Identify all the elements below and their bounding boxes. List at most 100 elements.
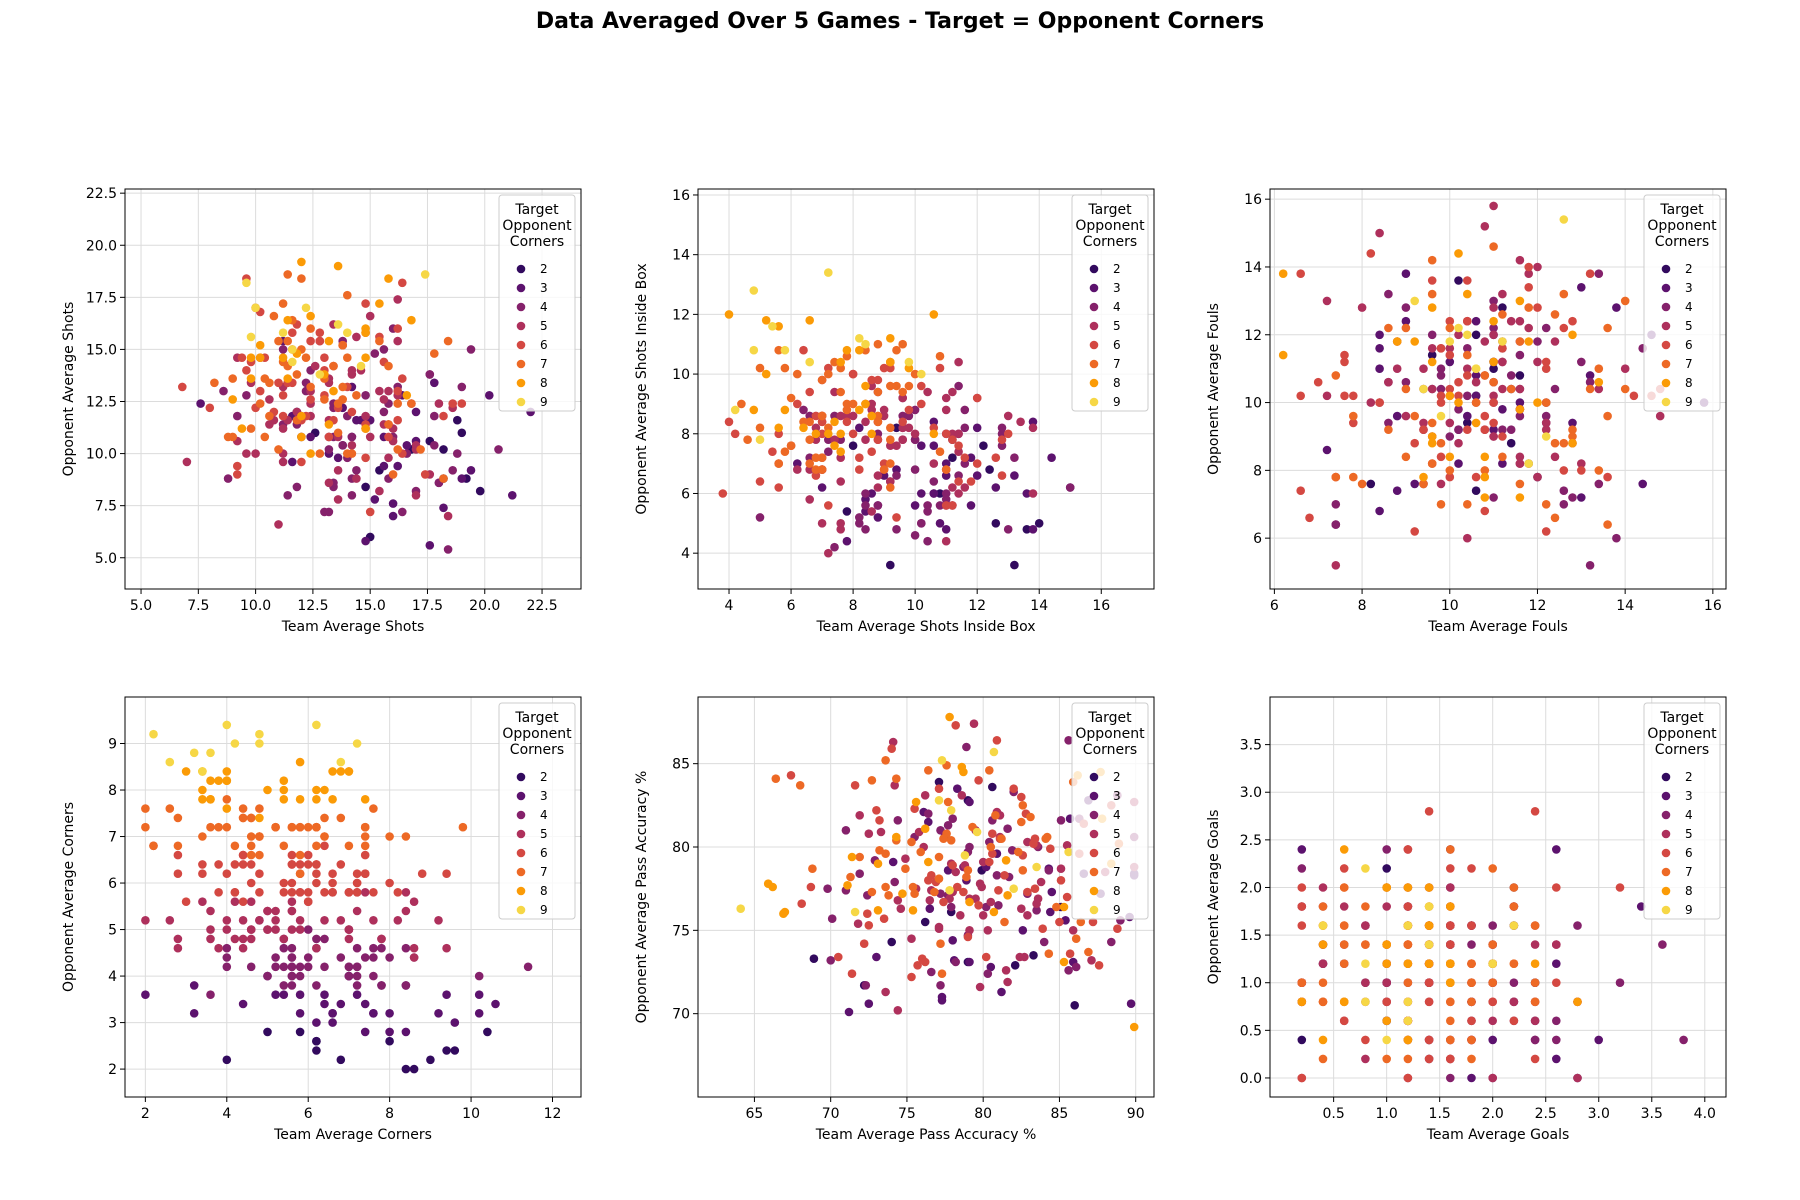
- legend-entry-label: 2: [540, 770, 548, 784]
- data-point: [1366, 398, 1376, 407]
- x-tick-label: 2: [141, 1106, 150, 1122]
- x-axis-label: Team Average Shots Inside Box: [815, 619, 1035, 635]
- data-point: [904, 381, 914, 391]
- data-point: [951, 867, 960, 877]
- data-point: [1000, 917, 1009, 927]
- data-point: [375, 299, 384, 308]
- x-tick-label: 14: [1616, 598, 1634, 614]
- data-point: [934, 796, 944, 805]
- y-tick-label: 6: [1253, 531, 1262, 547]
- y-tick-label: 20.0: [86, 238, 117, 254]
- data-point: [1331, 500, 1341, 509]
- data-point: [1296, 269, 1305, 279]
- data-point: [846, 872, 855, 882]
- data-point: [864, 999, 874, 1008]
- data-point: [1366, 249, 1376, 258]
- data-point: [312, 1036, 321, 1046]
- data-point: [352, 906, 362, 916]
- data-point: [222, 869, 232, 878]
- data-point: [1480, 472, 1490, 482]
- y-tick-label: 16: [672, 188, 690, 204]
- data-point: [913, 961, 922, 970]
- data-point: [333, 428, 343, 438]
- data-point: [811, 429, 821, 439]
- data-point: [409, 897, 419, 906]
- data-point: [1445, 323, 1455, 333]
- data-point: [356, 361, 366, 371]
- legend-title: Corners: [1655, 742, 1709, 758]
- legend-entry-label: 2: [540, 262, 548, 276]
- data-point: [333, 466, 343, 475]
- data-point: [935, 501, 945, 510]
- data-point: [830, 387, 839, 397]
- data-point: [443, 511, 453, 521]
- data-point: [214, 943, 223, 953]
- data-point: [328, 795, 337, 804]
- data-point: [141, 916, 150, 925]
- y-tick-label: 12.5: [86, 395, 117, 411]
- data-point: [279, 962, 289, 972]
- legend-marker: [1661, 867, 1671, 877]
- data-point: [1515, 316, 1525, 326]
- data-point: [287, 981, 297, 990]
- data-point: [1297, 902, 1307, 911]
- data-point: [1403, 902, 1413, 911]
- data-point: [1064, 847, 1073, 857]
- x-tick-label: 8: [849, 598, 858, 614]
- data-point: [1339, 902, 1349, 911]
- data-point: [1403, 940, 1413, 949]
- data-point: [887, 937, 896, 947]
- data-point: [1530, 1054, 1540, 1064]
- data-point: [214, 860, 223, 869]
- data-point: [288, 457, 297, 467]
- data-point: [306, 432, 315, 442]
- data-point: [1003, 429, 1013, 439]
- data-point: [805, 387, 814, 397]
- data-point: [1068, 926, 1078, 935]
- data-point: [1488, 997, 1497, 1007]
- data-point: [848, 399, 858, 409]
- y-tick-label: 0.0: [1240, 1071, 1262, 1087]
- data-point: [972, 393, 982, 403]
- data-point: [1318, 902, 1328, 911]
- x-tick-label: 22.5: [526, 598, 557, 614]
- x-tick-label: 85: [1051, 1106, 1069, 1122]
- legend-entry-label: 4: [1113, 808, 1121, 822]
- data-point: [1515, 405, 1525, 414]
- data-point: [1506, 425, 1516, 435]
- data-point: [328, 888, 337, 897]
- x-tick-label: 65: [746, 1106, 764, 1122]
- data-point: [1401, 377, 1411, 387]
- data-point: [898, 435, 907, 445]
- data-point: [1361, 1035, 1370, 1045]
- data-point: [328, 1009, 337, 1018]
- data-point: [1361, 997, 1370, 1007]
- data-point: [1615, 883, 1625, 892]
- data-point: [1480, 337, 1490, 346]
- legend-marker: [516, 791, 526, 801]
- data-point: [850, 781, 860, 790]
- data-point: [230, 934, 240, 944]
- data-point: [384, 274, 393, 283]
- data-point: [230, 897, 240, 906]
- data-point: [352, 990, 362, 999]
- data-point: [1506, 316, 1516, 326]
- data-point: [223, 432, 233, 442]
- data-point: [1454, 249, 1463, 258]
- data-point: [206, 776, 215, 785]
- scatter-points: [1278, 201, 1709, 570]
- data-point: [1530, 807, 1540, 816]
- data-point: [206, 795, 215, 804]
- legend-entry-label: 8: [1685, 376, 1693, 390]
- data-point: [1541, 425, 1551, 435]
- data-point: [255, 386, 265, 396]
- data-point: [377, 981, 386, 990]
- data-point: [1403, 883, 1413, 892]
- y-tick-label: 14: [1244, 260, 1262, 276]
- data-point: [336, 767, 346, 776]
- data-point: [279, 841, 289, 851]
- data-point: [929, 423, 939, 433]
- data-point: [189, 981, 199, 990]
- data-point: [149, 729, 158, 739]
- data-point: [1436, 479, 1446, 489]
